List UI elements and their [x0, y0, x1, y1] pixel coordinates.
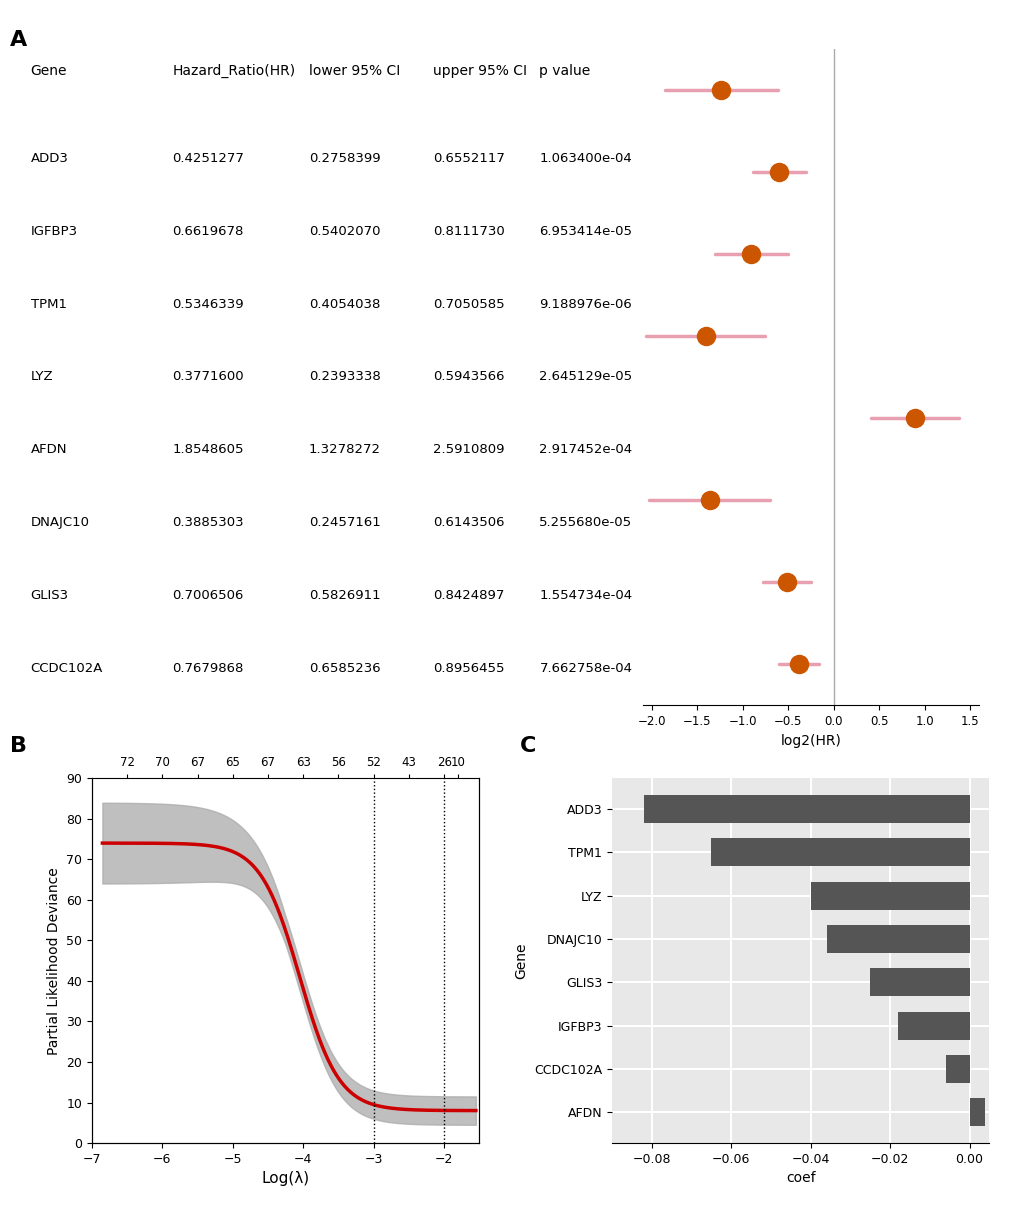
Text: 0.6619678: 0.6619678 [172, 225, 244, 237]
Text: 2.645129e-05: 2.645129e-05 [539, 371, 632, 383]
Text: 0.4054038: 0.4054038 [309, 298, 380, 310]
Text: upper 95% CI: upper 95% CI [432, 63, 527, 78]
Text: 0.3771600: 0.3771600 [172, 371, 244, 383]
Text: TPM1: TPM1 [31, 298, 66, 310]
Text: IGFBP3: IGFBP3 [31, 225, 77, 237]
Text: 5.255680e-05: 5.255680e-05 [539, 517, 632, 529]
Y-axis label: Gene: Gene [515, 942, 528, 979]
Text: 0.8956455: 0.8956455 [432, 663, 503, 675]
Text: A: A [10, 30, 28, 50]
Bar [810, 882, 969, 910]
Bar [945, 1055, 969, 1083]
Bar [969, 1098, 984, 1126]
Text: 0.6585236: 0.6585236 [309, 663, 380, 675]
Text: 0.8424897: 0.8424897 [432, 590, 503, 602]
Text: LYZ: LYZ [31, 371, 53, 383]
Bar [869, 968, 969, 996]
Text: C: C [520, 736, 536, 755]
Text: 0.2393338: 0.2393338 [309, 371, 380, 383]
Bar [897, 1012, 969, 1040]
Bar [643, 795, 969, 823]
Text: 0.5402070: 0.5402070 [309, 225, 380, 237]
Text: 1.063400e-04: 1.063400e-04 [539, 152, 632, 164]
Bar [710, 838, 969, 866]
Text: ADD3: ADD3 [31, 152, 68, 164]
Text: p value: p value [539, 63, 590, 78]
Text: Gene: Gene [31, 63, 67, 78]
Text: 0.5346339: 0.5346339 [172, 298, 244, 310]
Text: 6.953414e-05: 6.953414e-05 [539, 225, 632, 237]
Text: 0.7679868: 0.7679868 [172, 663, 244, 675]
Text: 1.554734e-04: 1.554734e-04 [539, 590, 632, 602]
Text: 2.5910809: 2.5910809 [432, 444, 503, 456]
Text: GLIS3: GLIS3 [31, 590, 68, 602]
Text: 0.6552117: 0.6552117 [432, 152, 504, 164]
X-axis label: log2(HR): log2(HR) [780, 733, 841, 748]
Text: 2.917452e-04: 2.917452e-04 [539, 444, 632, 456]
Text: 1.8548605: 1.8548605 [172, 444, 244, 456]
Text: CCDC102A: CCDC102A [31, 663, 103, 675]
Y-axis label: Partial Likelihood Deviance: Partial Likelihood Deviance [47, 867, 60, 1054]
Text: B: B [10, 736, 28, 755]
Text: 0.2457161: 0.2457161 [309, 517, 380, 529]
Text: 0.8111730: 0.8111730 [432, 225, 504, 237]
Text: 9.188976e-06: 9.188976e-06 [539, 298, 632, 310]
Text: 7.662758e-04: 7.662758e-04 [539, 663, 632, 675]
Text: 0.5826911: 0.5826911 [309, 590, 380, 602]
Text: lower 95% CI: lower 95% CI [309, 63, 399, 78]
X-axis label: Log(λ): Log(λ) [261, 1171, 310, 1187]
Text: DNAJC10: DNAJC10 [31, 517, 90, 529]
Text: Hazard_Ratio(HR): Hazard_Ratio(HR) [172, 63, 296, 78]
Text: 0.7050585: 0.7050585 [432, 298, 504, 310]
Text: 0.6143506: 0.6143506 [432, 517, 503, 529]
X-axis label: coef: coef [785, 1171, 815, 1186]
Text: 0.2758399: 0.2758399 [309, 152, 380, 164]
Text: 1.3278272: 1.3278272 [309, 444, 380, 456]
Bar [825, 925, 969, 953]
Text: 0.3885303: 0.3885303 [172, 517, 244, 529]
Text: 0.7006506: 0.7006506 [172, 590, 244, 602]
Text: 0.5943566: 0.5943566 [432, 371, 503, 383]
Text: AFDN: AFDN [31, 444, 67, 456]
Text: 0.4251277: 0.4251277 [172, 152, 245, 164]
